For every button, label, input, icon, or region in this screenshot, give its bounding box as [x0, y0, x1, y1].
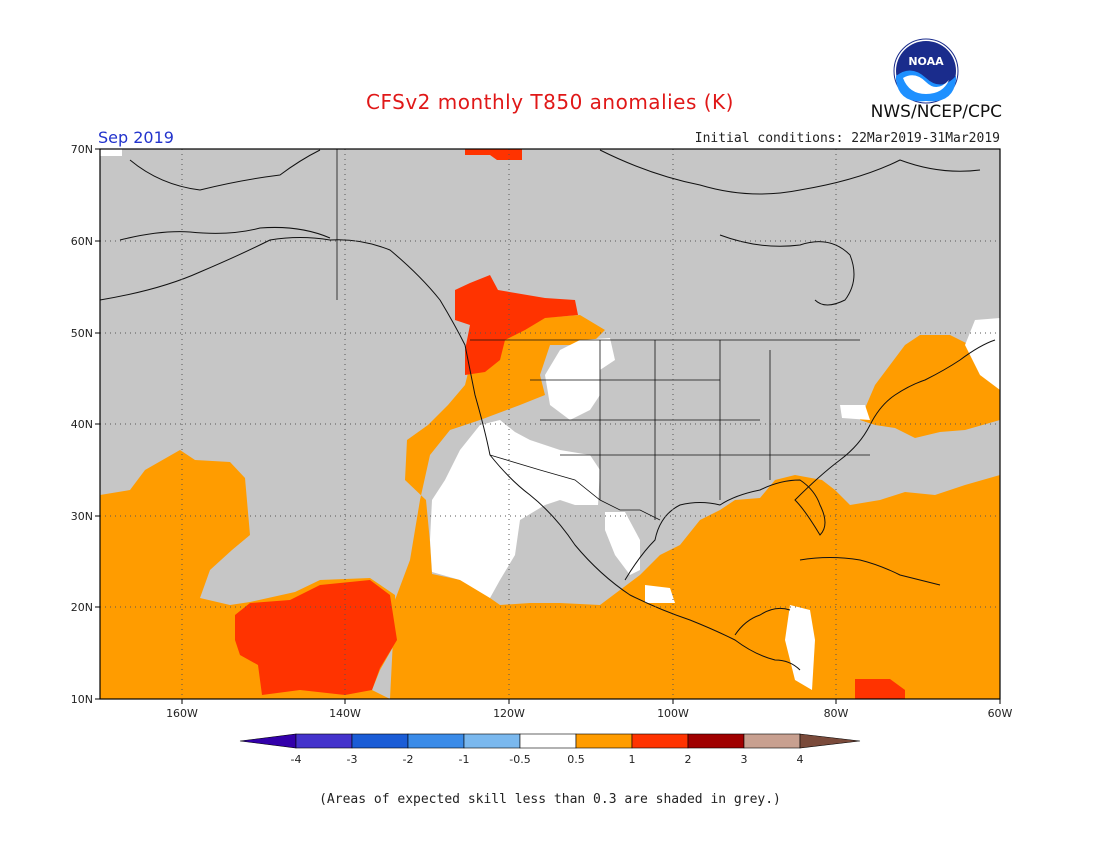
anomaly-region-northeast-orange [860, 335, 1000, 438]
initial-conditions: Initial conditions: 22Mar2019-31Mar2019 [694, 131, 1000, 146]
colorbar-arrow-right [799, 733, 861, 749]
lat-label: 50N [71, 327, 93, 340]
anomaly-region-ne-white [840, 405, 870, 420]
colorbar-tick: -1 [459, 753, 470, 766]
political-borders [336, 149, 870, 521]
map-title: CFSv2 monthly T850 anomalies (K) [366, 90, 734, 114]
anomaly-region-subtropics-orange [390, 315, 1000, 699]
coastlines [99, 149, 996, 671]
colorbar-tick: 1 [629, 753, 636, 766]
colorbar-labels: -4 -3 -2 -1 -0.5 0.5 1 2 3 4 [291, 753, 804, 766]
forecast-month: Sep 2019 [98, 128, 174, 147]
anomaly-region-pnw-red [455, 275, 578, 375]
lat-label: 20N [71, 601, 93, 614]
colorbar-cell [519, 733, 577, 749]
lon-label: 160W [166, 707, 198, 720]
lat-labels: 70N 60N 50N 40N 30N 20N 10N [71, 143, 93, 706]
colorbar [239, 733, 861, 749]
gridlines [100, 149, 1000, 699]
tick-marks [95, 148, 1001, 704]
lat-label: 40N [71, 418, 93, 431]
colorbar-tick: -2 [403, 753, 414, 766]
anomaly-region-caribbean-red [855, 679, 905, 699]
lon-label: 140W [329, 707, 361, 720]
lon-label: 60W [988, 707, 1013, 720]
colorbar-arrow-left [239, 733, 297, 749]
lon-label: 120W [493, 707, 525, 720]
colorbar-cell [743, 733, 801, 749]
anomaly-region-arctic-red [465, 149, 522, 160]
anomaly-region-southwest-white [430, 420, 600, 598]
anomaly-map: 70N 60N 50N 40N 30N 20N 10N 160W 140W 12… [71, 143, 1013, 766]
noaa-logo: NOAA [893, 38, 959, 104]
colorbar-tick: 4 [797, 753, 804, 766]
anomaly-region-mexico-white [645, 585, 675, 603]
skill-note: (Areas of expected skill less than 0.3 a… [319, 792, 781, 807]
anomaly-regions [100, 149, 1000, 699]
anomaly-region-rockies-white [545, 338, 615, 420]
colorbar-cell [351, 733, 409, 749]
colorbar-tick: -0.5 [509, 753, 530, 766]
lon-labels: 160W 140W 120W 100W 80W 60W [166, 707, 1012, 720]
lat-label: 30N [71, 510, 93, 523]
colorbar-cell [463, 733, 521, 749]
agency-label: NWS/NCEP/CPC [870, 102, 1002, 122]
anomaly-region-alaska-white [100, 149, 122, 156]
colorbar-cell [575, 733, 633, 749]
lat-label: 10N [71, 693, 93, 706]
colorbar-tick: -3 [347, 753, 358, 766]
anomaly-region-canada-east-white [965, 318, 1000, 390]
lat-label: 70N [71, 143, 93, 156]
colorbar-tick: 2 [685, 753, 692, 766]
logo-text: NOAA [908, 55, 944, 68]
lon-label: 80W [824, 707, 849, 720]
colorbar-tick: 3 [741, 753, 748, 766]
anomaly-region-hawaii-red [235, 580, 397, 695]
lat-label: 60N [71, 235, 93, 248]
colorbar-cell [631, 733, 689, 749]
colorbar-cell [407, 733, 465, 749]
colorbar-tick: -4 [291, 753, 302, 766]
colorbar-cell [687, 733, 745, 749]
anomaly-region-gulfca-white [605, 512, 640, 575]
lon-label: 100W [657, 707, 689, 720]
colorbar-cell [295, 733, 353, 749]
colorbar-tick: 0.5 [567, 753, 585, 766]
anomaly-region-honduras-white [785, 605, 815, 690]
